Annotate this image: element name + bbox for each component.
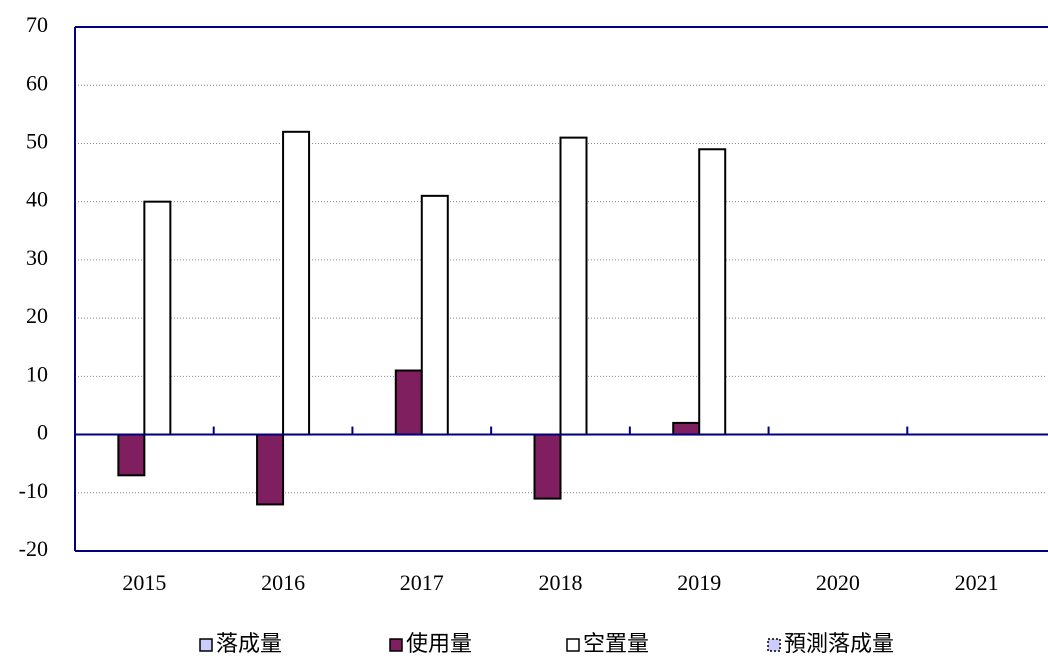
bar — [420, 194, 449, 436]
bar — [282, 130, 311, 436]
bar — [559, 136, 588, 436]
legend-label: 落成量 — [216, 631, 282, 656]
x-tick-label: 2020 — [816, 570, 860, 595]
legend-label: 預測落成量 — [784, 631, 894, 656]
y-tick-label: 10 — [26, 361, 48, 386]
legend-label: 使用量 — [406, 631, 472, 656]
y-tick-label: 50 — [26, 128, 48, 153]
y-tick-label: -10 — [19, 478, 48, 503]
x-tick-label: 2019 — [677, 570, 721, 595]
y-tick-label: 40 — [26, 187, 48, 212]
y-tick-label: 70 — [26, 12, 48, 37]
x-tick-label: 2016 — [261, 570, 305, 595]
bar — [256, 433, 285, 506]
bar — [672, 421, 701, 436]
legend-swatch — [389, 638, 403, 652]
x-tick-label: 2021 — [955, 570, 999, 595]
y-tick-label: 0 — [37, 420, 48, 445]
legend-swatch — [566, 638, 580, 652]
bar — [533, 433, 562, 500]
x-tick-label: 2018 — [539, 570, 583, 595]
x-tick-label: 2017 — [400, 570, 444, 595]
bar — [117, 433, 146, 477]
y-tick-label: -20 — [19, 536, 48, 561]
bar — [143, 200, 172, 436]
legend-label: 空置量 — [583, 631, 649, 656]
bar — [698, 148, 727, 436]
x-tick-label: 2015 — [122, 570, 166, 595]
y-tick-label: 30 — [26, 245, 48, 270]
y-tick-label: 20 — [26, 303, 48, 328]
bar — [394, 369, 423, 436]
legend-swatch — [767, 638, 781, 652]
legend-swatch — [199, 638, 213, 652]
y-tick-label: 60 — [26, 70, 48, 95]
